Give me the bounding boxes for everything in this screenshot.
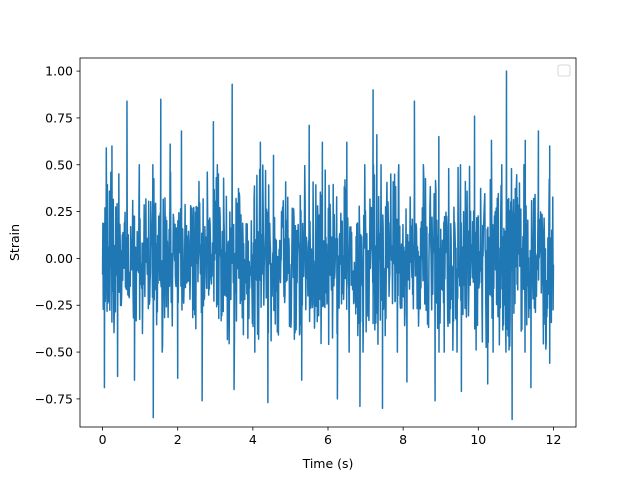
x-tick-label: 6 bbox=[324, 432, 332, 447]
x-tick-label: 4 bbox=[249, 432, 257, 447]
y-axis-label: Strain bbox=[7, 224, 22, 261]
legend-box bbox=[557, 64, 571, 77]
x-tick-label: 12 bbox=[546, 432, 562, 447]
y-tick-label: 0.25 bbox=[45, 204, 73, 219]
series-layer bbox=[101, 70, 555, 421]
x-axis: 0 2 4 6 8 10 12 bbox=[99, 427, 562, 447]
y-tick-label: 0.75 bbox=[45, 110, 73, 125]
x-axis-label: Time (s) bbox=[302, 456, 354, 471]
strain-series-line bbox=[101, 70, 555, 421]
x-tick-label: 2 bbox=[174, 432, 182, 447]
y-tick-label: 0.00 bbox=[45, 251, 73, 266]
plot-area bbox=[79, 57, 577, 428]
x-tick-label: 0 bbox=[99, 432, 107, 447]
y-tick-label: −0.25 bbox=[35, 298, 73, 313]
y-axis: −0.75 −0.50 −0.25 0.00 0.25 0.50 0.75 1.00 bbox=[35, 64, 80, 406]
x-tick-label: 10 bbox=[470, 432, 486, 447]
y-tick-label: −0.50 bbox=[35, 345, 73, 360]
y-tick-label: −0.75 bbox=[35, 391, 73, 406]
y-tick-label: 1.00 bbox=[45, 64, 73, 79]
x-tick-label: 8 bbox=[399, 432, 407, 447]
y-tick-label: 0.50 bbox=[45, 157, 73, 172]
